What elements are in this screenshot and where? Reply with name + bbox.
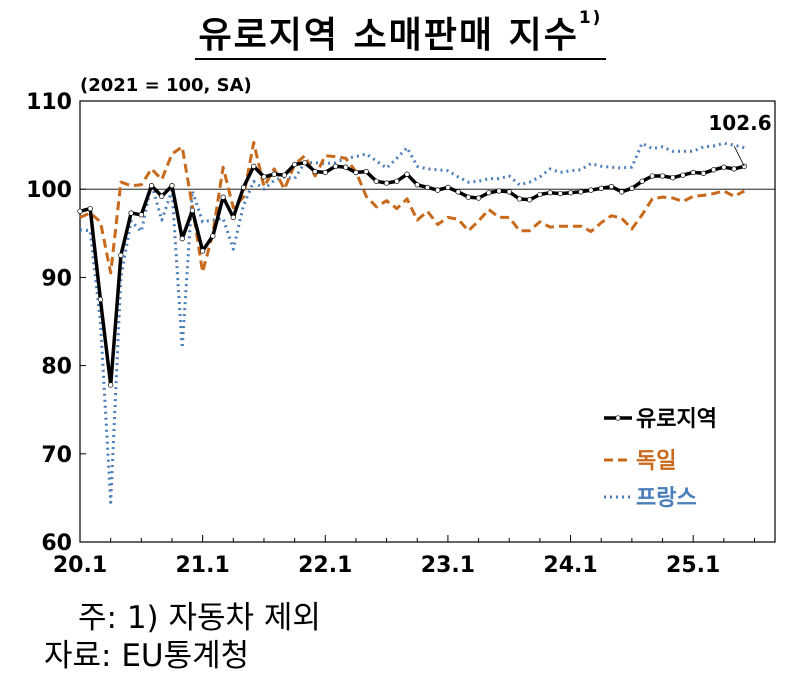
data-point	[128, 210, 134, 216]
data-point	[516, 196, 523, 202]
data-point	[169, 183, 175, 189]
y-tick-label: 90	[41, 266, 72, 291]
series-line-0	[79, 160, 745, 387]
plot-frame	[79, 100, 776, 543]
data-point	[312, 168, 318, 175]
legend-label-0: 유로지역	[636, 407, 717, 432]
data-point	[578, 189, 584, 195]
series-line-1	[79, 141, 745, 275]
unit-label: (2021 = 100, SA)	[80, 75, 252, 96]
data-point	[118, 252, 124, 259]
data-point	[639, 178, 645, 184]
data-point	[527, 197, 533, 203]
title-footnote-mark: 1)	[578, 8, 603, 28]
data-point	[486, 190, 492, 196]
data-point	[424, 184, 431, 191]
data-point	[659, 173, 666, 179]
data-point	[159, 193, 165, 199]
data-point	[97, 296, 104, 303]
y-tick-label: 70	[41, 443, 72, 468]
data-point	[547, 190, 553, 196]
data-point	[148, 183, 155, 189]
data-point	[619, 189, 625, 195]
data-point	[435, 187, 441, 193]
y-tick-label: 80	[41, 355, 72, 380]
data-point	[414, 182, 420, 188]
data-point	[138, 212, 144, 218]
data-point	[199, 248, 206, 254]
data-point	[87, 205, 93, 212]
data-point	[394, 178, 400, 184]
data-point	[465, 194, 472, 200]
data-point	[220, 194, 226, 200]
data-point	[373, 178, 380, 184]
chart-title: 유로지역 소매판매 지수1)	[0, 6, 801, 60]
data-point	[455, 189, 461, 195]
x-tick-label: 22.1	[298, 553, 352, 578]
data-point	[383, 180, 390, 186]
data-point	[291, 161, 298, 168]
data-point	[567, 190, 574, 196]
data-point	[353, 169, 359, 176]
data-point	[322, 169, 328, 176]
series-line-2	[79, 141, 745, 504]
data-point	[649, 173, 655, 179]
data-point	[240, 184, 247, 191]
data-point	[363, 168, 369, 175]
data-point	[179, 235, 185, 242]
data-point	[271, 171, 277, 177]
series-lines: 102.6	[77, 111, 772, 504]
legend-marker	[615, 415, 621, 421]
chart-title-text: 유로지역 소매판매 지수	[198, 15, 579, 56]
data-point	[680, 172, 686, 178]
data-point	[690, 169, 696, 176]
x-tick-label: 20.1	[53, 553, 107, 578]
data-point	[445, 184, 451, 191]
x-tick-label: 24.1	[543, 553, 597, 578]
data-point	[343, 164, 349, 170]
data-point	[475, 195, 482, 201]
data-point	[598, 185, 604, 191]
data-point	[557, 190, 563, 197]
axes: 60 70 80 90 100 110 20.1 21.1 22.1 23.1 24.1 25.1 (2…	[26, 75, 776, 578]
chart: 60 70 80 90 100 110 20.1 21.1 22.1 23.1 24.1 25.1 (2…	[26, 75, 776, 578]
legend-label-1: 독일	[636, 449, 676, 474]
data-point	[108, 382, 114, 388]
x-tick-label: 21.1	[175, 553, 229, 578]
data-point	[230, 214, 236, 221]
data-point	[588, 187, 594, 193]
data-point	[251, 163, 257, 169]
data-point	[261, 174, 267, 180]
data-point	[302, 160, 308, 166]
data-point	[189, 207, 196, 214]
data-point	[670, 175, 676, 181]
x-tick-label: 23.1	[421, 553, 475, 578]
x-tick-label: 25.1	[666, 553, 720, 578]
data-point	[731, 166, 737, 172]
data-point	[629, 185, 635, 191]
data-point	[608, 183, 615, 190]
y-tick-label: 100	[26, 178, 72, 203]
footnote: 주: 1) 자동차 제외	[78, 600, 321, 636]
data-point	[721, 164, 727, 170]
data-point	[404, 171, 410, 177]
source-note: 자료: EU통계청	[44, 638, 250, 674]
data-point	[496, 188, 502, 194]
data-point	[710, 167, 717, 173]
data-point	[210, 233, 216, 239]
data-point	[332, 163, 339, 169]
data-point	[537, 191, 543, 198]
y-tick-label: 60	[41, 531, 72, 556]
data-point	[281, 172, 288, 178]
annotation-last-value: 102.6	[708, 111, 771, 135]
data-point	[77, 208, 83, 214]
y-tick-label: 110	[26, 90, 72, 115]
data-point	[700, 170, 707, 176]
legend-label-2: 프랑스	[636, 486, 697, 511]
annotation-leader	[733, 146, 745, 167]
data-point	[506, 189, 512, 195]
